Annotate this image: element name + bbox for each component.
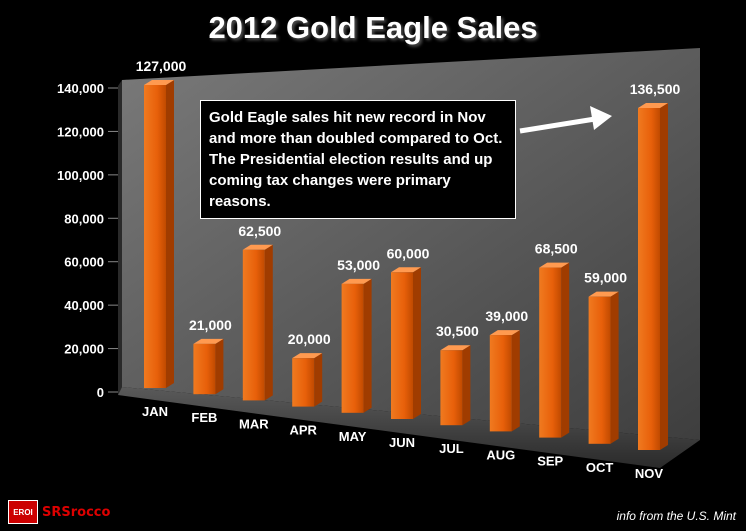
bar-top bbox=[391, 267, 421, 273]
bar-nov bbox=[638, 103, 668, 450]
bar-sep bbox=[539, 262, 570, 438]
bar-jul bbox=[440, 345, 471, 426]
bar-top bbox=[242, 244, 273, 250]
x-tick-label: APR bbox=[289, 423, 317, 438]
bar-front bbox=[440, 350, 463, 426]
bars: 127,000 21,000 62,500 20,000 53,000 60,000 30,… bbox=[136, 58, 681, 450]
data-label: 39,000 bbox=[485, 308, 528, 324]
bar-front bbox=[341, 283, 364, 413]
x-tick-label: AUG bbox=[486, 447, 515, 462]
bar-front bbox=[489, 335, 512, 432]
x-tick-label: OCT bbox=[586, 460, 614, 475]
y-tick-label: 60,000 bbox=[64, 255, 104, 270]
bar-side bbox=[215, 338, 224, 395]
x-tick-label: FEB bbox=[191, 410, 217, 425]
data-label: 30,500 bbox=[436, 323, 479, 339]
source-note: info from the U.S. Mint bbox=[616, 509, 736, 523]
data-label: 68,500 bbox=[535, 241, 578, 257]
bar-side bbox=[610, 291, 619, 444]
annotation-box: Gold Eagle sales hit new record in Nov a… bbox=[200, 100, 516, 219]
y-tick-label: 40,000 bbox=[64, 298, 104, 313]
bar-side bbox=[264, 244, 273, 401]
y-tick-label: 20,000 bbox=[64, 342, 104, 357]
bar-side bbox=[363, 278, 372, 413]
y-axis: 0 20,000 40,000 60,000 80,000 100,000 120,000 1… bbox=[57, 81, 118, 400]
x-tick-label: NOV bbox=[635, 466, 664, 481]
bar-front bbox=[638, 108, 660, 450]
y-tick-label: 0 bbox=[97, 385, 104, 400]
bar-top bbox=[292, 353, 323, 359]
bar-jan bbox=[144, 80, 174, 388]
bar-may bbox=[341, 278, 372, 413]
bar-jun bbox=[391, 267, 421, 419]
bar-top bbox=[193, 338, 224, 344]
bar-front bbox=[292, 358, 315, 407]
bar-front bbox=[144, 85, 166, 388]
bar-top bbox=[489, 330, 520, 336]
data-label: 20,000 bbox=[288, 331, 331, 347]
bar-oct bbox=[588, 291, 619, 444]
bar-apr bbox=[292, 353, 323, 407]
bar-top bbox=[539, 262, 570, 268]
y-tick-label: 100,000 bbox=[57, 168, 104, 183]
bar-front bbox=[391, 272, 413, 419]
data-label: 21,000 bbox=[189, 317, 232, 333]
bar-side bbox=[660, 103, 668, 450]
bar-side bbox=[166, 80, 174, 388]
bar-side bbox=[561, 262, 570, 438]
bar-side bbox=[413, 267, 421, 419]
annotation-arrow bbox=[519, 106, 612, 134]
data-label: 62,500 bbox=[238, 223, 281, 239]
chart-title: 2012 Gold Eagle Sales bbox=[208, 10, 538, 45]
x-tick-label: JUN bbox=[389, 435, 415, 450]
data-label: 60,000 bbox=[387, 245, 430, 261]
bar-top bbox=[638, 103, 668, 108]
bar-top bbox=[588, 291, 619, 297]
x-tick-label: MAY bbox=[339, 429, 367, 444]
bar-front bbox=[588, 296, 611, 444]
y-tick-label: 120,000 bbox=[57, 124, 104, 139]
chart-side-wall bbox=[118, 80, 122, 395]
y-tick-label: 80,000 bbox=[64, 211, 104, 226]
data-label: 53,000 bbox=[337, 257, 380, 273]
x-tick-label: JUL bbox=[439, 441, 464, 456]
bar-aug bbox=[489, 330, 520, 432]
x-axis: JAN FEB MAR APR MAY JUN JUL AUG SEP OCT NOV bbox=[142, 404, 663, 481]
x-tick-label: JAN bbox=[142, 404, 168, 419]
x-tick-label: SEP bbox=[537, 454, 563, 469]
bar-feb bbox=[193, 338, 224, 395]
bar-top bbox=[144, 80, 174, 85]
data-label: 59,000 bbox=[584, 270, 627, 286]
logo-mark: EROI bbox=[8, 500, 38, 524]
chart-floor bbox=[118, 387, 700, 468]
logo: EROI SRSrocco bbox=[8, 500, 110, 524]
data-label: 127,000 bbox=[136, 58, 187, 74]
data-label: 136,500 bbox=[630, 81, 681, 97]
bar-side bbox=[314, 353, 323, 407]
bar-side bbox=[462, 345, 471, 426]
logo-text: SRSrocco bbox=[42, 504, 111, 520]
bar-front bbox=[539, 267, 562, 438]
bar-top bbox=[440, 345, 471, 351]
bar-front bbox=[193, 343, 216, 395]
bar-front bbox=[242, 249, 265, 401]
bar-mar bbox=[242, 244, 273, 401]
x-tick-label: MAR bbox=[239, 416, 269, 431]
y-tick-label: 140,000 bbox=[57, 81, 104, 96]
bar-top bbox=[341, 278, 372, 284]
bar-side bbox=[511, 330, 520, 432]
